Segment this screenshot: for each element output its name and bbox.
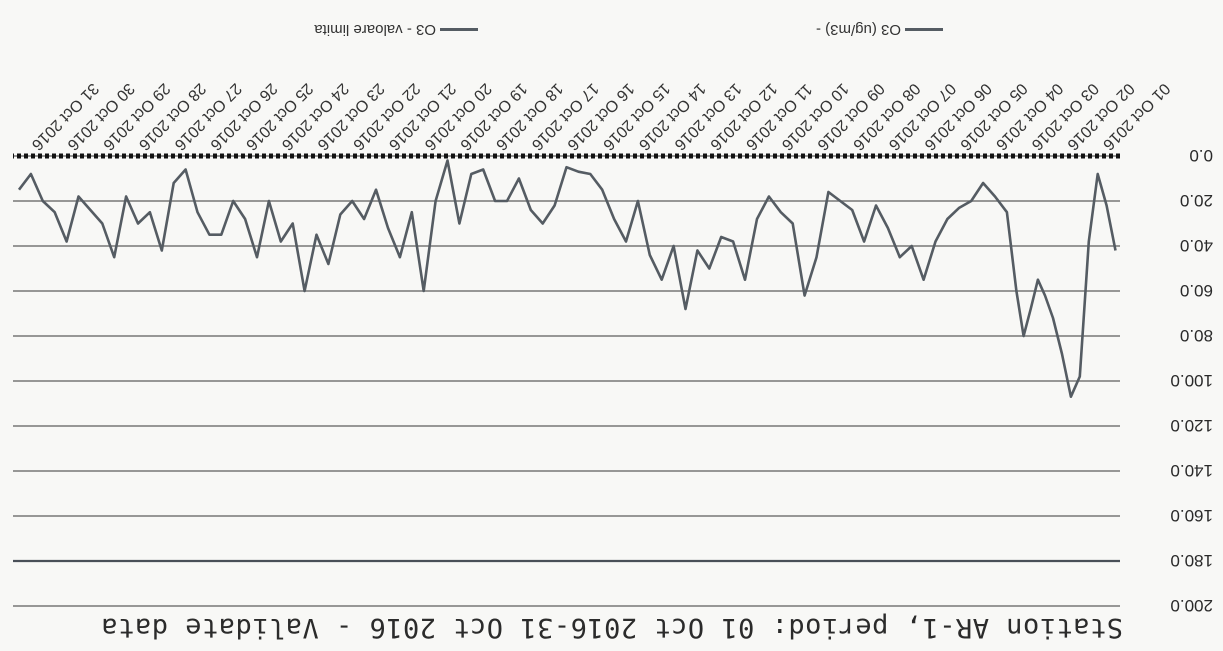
series-line-o3-ugm3: [17, 159, 1117, 398]
legend-label-o3-limit: O3 - valoare limita: [314, 21, 436, 38]
y-tick-label: 200.0: [1170, 596, 1213, 615]
y-tick-label: 120.0: [1170, 416, 1213, 435]
series-lines: [17, 159, 1117, 398]
legend-item-o3-ugm3: O3 (ug/m3) -: [816, 21, 943, 38]
legend-label-o3-ugm3: O3 (ug/m3) -: [815, 21, 901, 38]
y-axis-ticks: 0.0 20.0 40.0 60.0 80.0 100.0 120.0 140.0 160.0 1…: [1170, 146, 1213, 615]
legend-swatch-o3-ugm3: [905, 28, 943, 31]
y-tick-label: 160.0: [1170, 506, 1213, 525]
y-tick-label: 60.0: [1180, 281, 1213, 300]
y-tick-label: 0.0: [1189, 146, 1213, 165]
chart-legend: O3 (ug/m3) - O3 - valoare limita: [0, 8, 1223, 38]
y-tick-label: 20.0: [1180, 191, 1213, 210]
y-tick-label: 80.0: [1180, 326, 1213, 345]
grid-lines: [13, 155, 1120, 607]
y-tick-label: 100.0: [1170, 371, 1213, 390]
legend-swatch-o3-limit: [440, 28, 478, 31]
y-tick-label: 40.0: [1180, 236, 1213, 255]
y-tick-label: 140.0: [1170, 461, 1213, 480]
threshold-lines: [13, 153, 1120, 563]
legend-item-o3-limit: O3 - valoare limita: [314, 21, 478, 38]
y-tick-label: 180.0: [1170, 551, 1213, 570]
